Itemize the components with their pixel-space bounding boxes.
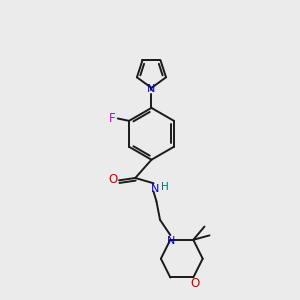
Text: H: H [161,182,169,192]
Text: N: N [147,84,156,94]
Text: N: N [167,236,176,246]
Text: O: O [190,278,200,290]
Text: N: N [151,184,159,194]
Text: F: F [109,112,115,125]
Text: O: O [109,172,118,186]
